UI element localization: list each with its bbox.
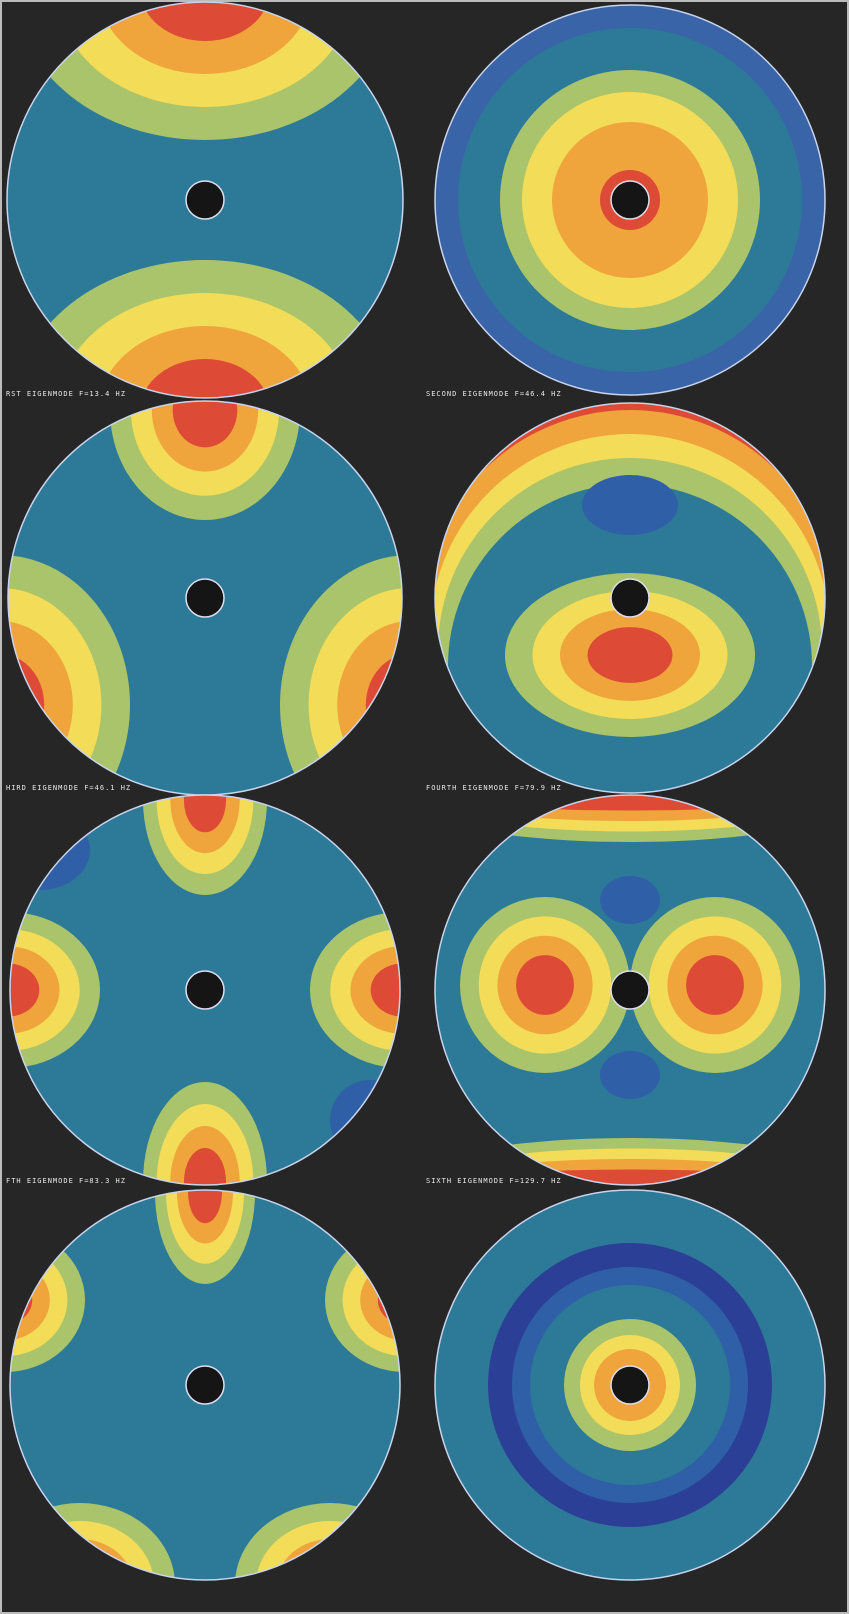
caption: FOURTH EIGENMODE F=79.9 HZ [426,784,562,792]
plate-hole [610,1365,650,1405]
contour-lobe [183,1148,227,1185]
plate [7,2,403,398]
contour-spot [582,475,678,535]
caption: SECOND EIGENMODE F=46.4 HZ [426,390,562,398]
contour-lobe [10,963,40,1017]
plate-outline [9,794,401,1186]
contour-lobe [183,795,227,833]
contour-lobe [140,2,270,41]
contour-lobe [370,963,400,1017]
caption: RST EIGENMODE F=13.4 HZ [6,390,126,398]
contour-lobe [98,326,312,398]
plate [10,795,400,1185]
plate-hole [185,970,225,1010]
plate-hole [610,970,650,1010]
contour-lobe [350,946,400,1034]
plate-outline [434,4,826,396]
contour-lobe [188,1190,222,1224]
contour-lobe [98,2,312,74]
plate-hole [610,578,650,618]
plate-outline [6,1,404,399]
caption: SIXTH EIGENMODE F=129.7 HZ [426,1177,562,1185]
contour-lobe [686,955,744,1015]
contour-lobe [10,946,60,1034]
contour-spot [600,1051,660,1099]
plate-outline [434,1189,826,1581]
caption: HIRD EIGENMODE F=46.1 HZ [6,784,131,792]
plate-hole [610,180,650,220]
plate-outline [434,402,826,794]
contour-lobe [172,401,238,448]
contour-lobe [587,627,673,683]
plate-hole [185,1365,225,1405]
plate-outline [434,794,826,1186]
plate-hole [185,578,225,618]
caption: FTH EIGENMODE F=83.3 HZ [6,1177,126,1185]
contour-lobe [140,359,270,398]
plate-hole [185,180,225,220]
plate [435,5,825,395]
contour-spot [600,876,660,924]
contour-lobe [516,955,574,1015]
plate-outline [9,1189,401,1581]
